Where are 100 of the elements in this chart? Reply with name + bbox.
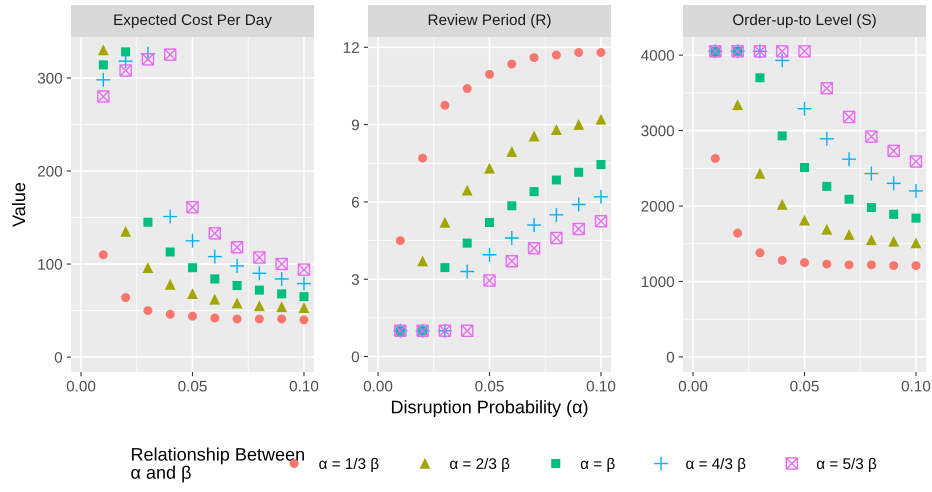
chart-title: Review Period (R): [428, 14, 551, 28]
point: [504, 230, 520, 246]
point: [800, 163, 810, 172]
point: [97, 90, 110, 103]
point: [910, 238, 922, 248]
point: [800, 258, 810, 268]
point: [98, 250, 108, 260]
point: [551, 124, 562, 135]
point: [210, 274, 220, 284]
x-tick-label: 0.10: [902, 380, 930, 392]
point: [484, 163, 495, 174]
legend-label: α = β: [580, 458, 615, 472]
y-tick-label: 12: [344, 42, 359, 53]
point: [866, 234, 877, 246]
point: [462, 238, 472, 248]
point: [844, 260, 854, 270]
point: [418, 154, 428, 163]
point: [822, 182, 832, 191]
point: [484, 218, 494, 228]
point: [865, 130, 878, 143]
point: [118, 54, 134, 69]
x-tick-label: 0.05: [475, 380, 504, 392]
point: [98, 60, 108, 70]
point: [142, 262, 154, 273]
point: [888, 236, 899, 247]
point: [819, 131, 834, 146]
legend-title: Relationship Between α and β: [131, 447, 304, 482]
point: [710, 154, 720, 163]
point: [530, 53, 539, 62]
point: [164, 48, 176, 61]
point: [754, 168, 766, 179]
point: [594, 215, 608, 228]
y-tick-label: 300: [38, 72, 62, 84]
point: [842, 110, 856, 124]
point: [276, 302, 287, 312]
point: [462, 84, 472, 94]
point: [573, 119, 584, 130]
point: [732, 100, 743, 110]
point: [841, 152, 857, 167]
point: [506, 146, 518, 157]
y-tick-label: 0: [666, 352, 674, 363]
point: [143, 218, 152, 227]
point: [733, 228, 742, 238]
point: [528, 131, 540, 142]
point: [254, 314, 264, 324]
point: [119, 64, 132, 77]
point: [254, 286, 264, 295]
point: [574, 48, 584, 57]
legend-label: α = 1/3 β: [319, 458, 379, 472]
point: [232, 280, 242, 290]
point: [210, 314, 220, 323]
point: [142, 53, 154, 66]
point: [911, 261, 920, 270]
point: [166, 247, 175, 256]
point: [593, 189, 609, 204]
point: [776, 45, 788, 58]
y-tick-label: 0: [54, 352, 62, 363]
point: [277, 289, 286, 298]
y-tick-label: 2000: [641, 200, 674, 212]
point: [162, 208, 178, 224]
point: [252, 266, 268, 281]
point: [166, 310, 175, 319]
point: [844, 194, 854, 204]
point: [483, 274, 496, 287]
x-tick-label: 0.10: [290, 380, 318, 392]
chart-title: Order-up-to Level (S): [733, 14, 876, 28]
point: [208, 227, 222, 240]
point: [528, 242, 540, 255]
point: [299, 315, 308, 324]
point: [484, 70, 494, 79]
y-tick-label: 0: [352, 351, 360, 362]
legend-label: α = 4/3 β: [686, 458, 746, 472]
point: [507, 201, 516, 210]
point: [776, 199, 788, 210]
y-axis-title: Value: [12, 182, 26, 227]
point: [253, 251, 266, 264]
point: [552, 50, 561, 60]
point: [796, 101, 812, 116]
y-tick-label: 9: [352, 119, 359, 130]
point: [229, 258, 245, 274]
y-tick-label: 100: [38, 258, 62, 270]
point: [186, 201, 199, 214]
point: [910, 155, 922, 168]
point: [889, 210, 898, 219]
point: [755, 248, 764, 258]
point: [396, 236, 405, 246]
y-tick-label: 3000: [641, 125, 674, 136]
point: [889, 261, 898, 270]
point: [506, 254, 518, 268]
point: [98, 44, 109, 56]
x-axis-title: Disruption Probability (α): [392, 400, 588, 417]
point: [274, 271, 290, 287]
chart-title: Expected Cost Per Day: [114, 14, 272, 28]
point: [296, 276, 312, 292]
point: [121, 47, 130, 56]
point: [911, 214, 920, 223]
point: [417, 256, 428, 266]
point: [887, 144, 900, 158]
point: [820, 82, 834, 95]
point: [232, 314, 242, 324]
